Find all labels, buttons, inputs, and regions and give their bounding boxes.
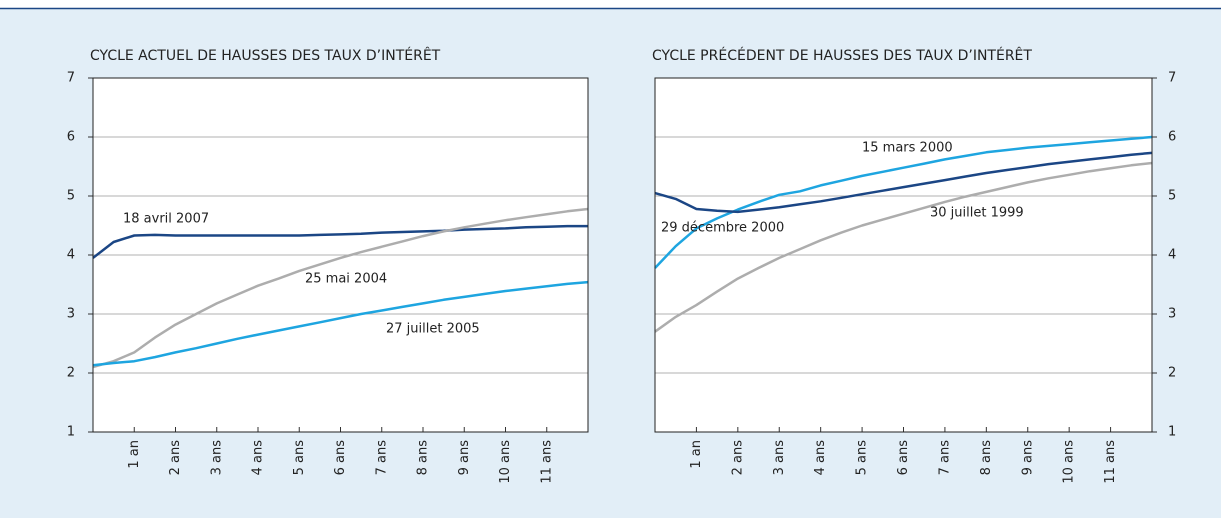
y-tick-label: 4 <box>67 248 75 263</box>
x-tick-label: 6 ans <box>333 440 348 476</box>
x-tick-label: 10 ans <box>498 440 513 484</box>
x-tick-label: 1 an <box>127 440 142 469</box>
y-tick-label: 4 <box>1168 248 1176 263</box>
y-tick-label: 5 <box>67 189 75 204</box>
y-tick-label: 7 <box>67 71 75 86</box>
y-tick-label: 6 <box>67 130 75 145</box>
y-tick-label: 2 <box>67 366 75 381</box>
series-label: 25 mai 2004 <box>305 272 387 287</box>
y-tick-label: 6 <box>1168 130 1176 145</box>
x-tick-label: 6 ans <box>896 440 911 476</box>
x-tick-label: 4 ans <box>251 440 266 476</box>
series-label: 15 mars 2000 <box>862 141 953 156</box>
series-line <box>92 224 588 259</box>
x-tick-label: 8 ans <box>416 440 431 476</box>
series-line <box>92 207 589 369</box>
x-tick-label: 4 ans <box>813 440 828 476</box>
x-tick-label: 3 ans <box>772 440 787 476</box>
x-tick-label: 9 ans <box>1020 440 1035 476</box>
x-tick-label: 7 ans <box>374 440 389 476</box>
x-tick-label: 5 ans <box>292 440 307 476</box>
series-label: 18 avril 2007 <box>123 212 209 227</box>
chart-title: CYCLE ACTUEL DE HAUSSES DES TAUX D’INTÉR… <box>90 46 441 64</box>
x-tick-label: 1 an <box>689 440 704 469</box>
x-tick-label: 9 ans <box>457 440 472 476</box>
series-line <box>654 151 1153 214</box>
x-tick-label: 7 ans <box>937 440 952 476</box>
y-tick-label: 7 <box>1168 71 1176 86</box>
series-label: 27 juillet 2005 <box>386 322 480 337</box>
series-line <box>654 161 1153 333</box>
y-tick-label: 5 <box>1168 189 1176 204</box>
x-tick-label: 11 ans <box>1103 440 1118 484</box>
y-tick-label: 2 <box>1168 366 1176 381</box>
y-tick-label: 1 <box>1168 425 1176 440</box>
x-tick-label: 10 ans <box>1062 440 1077 484</box>
plot-frame <box>654 77 1153 433</box>
x-tick-label: 8 ans <box>979 440 994 476</box>
series-line <box>654 135 1153 269</box>
x-tick-label: 3 ans <box>209 440 224 476</box>
chart-title: CYCLE PRÉCÉDENT DE HAUSSES DES TAUX D’IN… <box>652 46 1032 64</box>
x-tick-label: 5 ans <box>855 440 870 476</box>
series-label: 30 juillet 1999 <box>930 206 1024 221</box>
series-label: 29 décembre 2000 <box>661 221 784 236</box>
plot-frame <box>92 77 589 433</box>
x-tick-label: 2 ans <box>730 440 745 476</box>
x-tick-label: 11 ans <box>539 440 554 484</box>
y-tick-label: 3 <box>1168 307 1176 322</box>
series-line <box>92 280 589 367</box>
y-tick-label: 3 <box>67 307 75 322</box>
x-tick-label: 2 ans <box>168 440 183 476</box>
y-tick-label: 1 <box>67 425 75 440</box>
